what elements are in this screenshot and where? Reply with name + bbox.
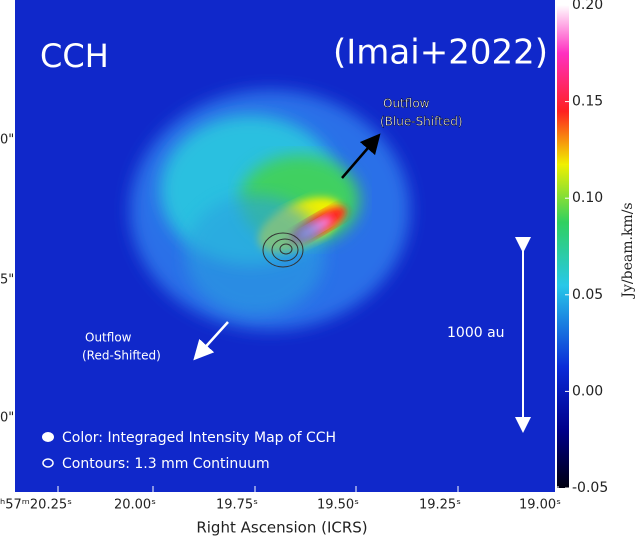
x-tick-label: 19.75ˢ: [216, 498, 258, 513]
y-tick-label: 5": [0, 273, 14, 288]
colorbar-tick-label: 0.00: [572, 383, 603, 399]
legend-entry: Color: Integraged Intensity Map of CCH: [62, 430, 336, 446]
colorbar-tick-label: 0.10: [572, 190, 603, 206]
colorbar-tick-label: 0.20: [572, 0, 603, 13]
y-tick-label: 0": [0, 133, 14, 148]
annotation: Outflow: [383, 97, 430, 111]
y-tick-label: 0": [0, 411, 14, 426]
x-tick-label: 19.00ˢ: [519, 498, 561, 513]
legend-entry: Contours: 1.3 mm Continuum: [62, 456, 270, 472]
scale-bar-label: 1000 au: [447, 325, 505, 341]
colorbar: [557, 5, 569, 488]
annotation: Outflow: [85, 331, 132, 345]
annotation: (Red-Shifted): [82, 349, 161, 363]
x-tick-label: 19.50ˢ: [317, 498, 359, 513]
citation: (Imai+2022): [333, 33, 548, 73]
x-tick-label: 20.00ˢ: [114, 498, 156, 513]
x-axis-label: Right Ascension (ICRS): [196, 519, 367, 537]
colorbar-tick-label: -0.05: [572, 480, 608, 496]
x-tick-label: ʰ57ᵐ20.25ˢ: [0, 498, 72, 513]
intensity-map: [15, 0, 555, 492]
x-tick-label: 19.25ˢ: [419, 498, 461, 513]
colorbar-tick-label: 0.05: [572, 287, 603, 303]
colorbar-label: Jy/beam.km/s: [620, 202, 636, 299]
annotation: (Blue-Shifted): [380, 115, 463, 129]
colorbar-tick-label: 0.15: [572, 94, 603, 110]
map-title: CCH: [40, 37, 109, 75]
